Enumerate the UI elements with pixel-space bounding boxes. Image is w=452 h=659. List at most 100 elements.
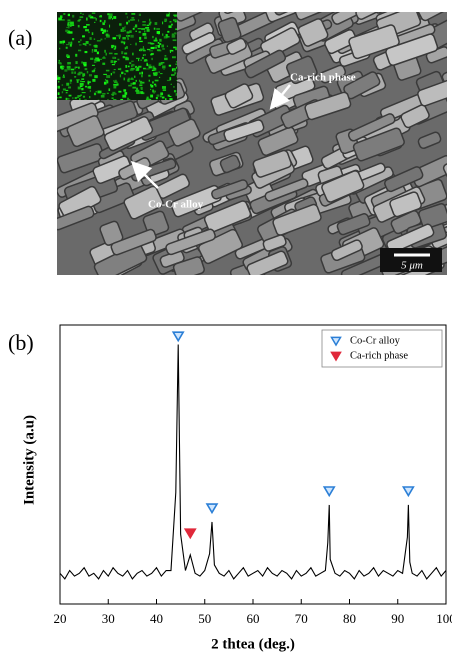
eds-dot	[153, 91, 156, 94]
eds-dot	[135, 90, 139, 92]
eds-dot	[152, 67, 156, 69]
eds-dot	[149, 50, 153, 52]
eds-dot	[91, 49, 94, 52]
eds-dot	[129, 99, 131, 100]
eds-dot	[152, 81, 154, 84]
eds-dot	[80, 94, 82, 96]
grain	[181, 32, 216, 55]
eds-dot	[140, 59, 142, 61]
eds-dot	[87, 86, 91, 89]
eds-dot	[114, 93, 117, 95]
eds-dot	[141, 74, 143, 78]
eds-dot	[63, 13, 66, 15]
eds-dot	[62, 88, 66, 91]
x-tick-label: 100	[436, 611, 452, 626]
eds-dot	[94, 75, 98, 79]
eds-dot	[131, 17, 135, 19]
eds-dot	[171, 33, 175, 35]
eds-dot	[172, 39, 177, 42]
eds-dot	[130, 19, 134, 21]
eds-dot	[103, 73, 107, 75]
eds-dot	[96, 40, 101, 42]
eds-dot	[125, 46, 128, 49]
eds-dot	[148, 79, 150, 82]
grain	[128, 0, 155, 12]
eds-dot	[135, 30, 137, 32]
eds-dot	[57, 92, 60, 95]
eds-dot	[76, 80, 79, 83]
eds-dot	[83, 26, 87, 29]
eds-dot	[109, 24, 111, 28]
eds-dot	[161, 44, 165, 48]
eds-dot	[160, 73, 163, 75]
eds-dot	[121, 51, 124, 55]
eds-dot	[139, 84, 143, 87]
eds-dot	[66, 26, 69, 29]
eds-dot	[94, 67, 96, 69]
eds-dot	[70, 68, 75, 71]
eds-dot	[67, 13, 71, 17]
grain	[330, 239, 363, 262]
eds-dot	[132, 82, 136, 85]
eds-dot	[59, 40, 63, 44]
grain	[352, 127, 405, 162]
eds-dot	[94, 58, 98, 61]
eds-dot	[67, 19, 71, 22]
eds-dot	[93, 61, 97, 64]
eds-dot	[93, 45, 95, 47]
annotation: Ca-rich phase	[290, 72, 356, 84]
eds-dot	[66, 65, 71, 69]
x-tick-label: 40	[150, 611, 163, 626]
eds-dot	[126, 21, 129, 25]
grain	[336, 213, 371, 236]
eds-dot	[106, 75, 111, 79]
eds-dot	[141, 71, 143, 75]
legend	[321, 329, 443, 368]
eds-dot	[78, 66, 80, 69]
eds-dot	[128, 84, 132, 87]
eds-dot	[150, 46, 155, 50]
eds-dot	[82, 43, 86, 45]
eds-dot	[105, 52, 107, 56]
eds-dot	[61, 91, 64, 94]
eds-dot	[86, 24, 90, 26]
eds-dot	[66, 54, 69, 57]
eds-dot	[132, 19, 135, 21]
eds-dot	[66, 98, 70, 100]
eds-dot	[106, 99, 109, 100]
eds-dot	[122, 27, 125, 29]
eds-dot	[146, 96, 149, 100]
eds-dot	[88, 43, 92, 46]
grain	[304, 91, 352, 121]
eds-dot	[169, 95, 172, 97]
eds-dot	[61, 67, 63, 70]
eds-dot	[74, 71, 76, 74]
eds-dot	[89, 37, 92, 40]
eds-dot	[77, 41, 81, 43]
grain	[165, 228, 216, 256]
eds-dot	[154, 22, 158, 25]
grain	[168, 118, 201, 147]
eds-dot	[169, 77, 172, 81]
eds-dot	[163, 68, 165, 70]
eds-dot	[110, 60, 114, 64]
eds-dot	[162, 21, 164, 25]
eds-dot	[75, 53, 78, 57]
eds-dot	[74, 96, 77, 100]
eds-dot	[139, 40, 143, 43]
eds-dot	[121, 71, 124, 75]
eds-dot	[68, 41, 72, 45]
eds-dot	[126, 16, 128, 19]
eds-dot	[122, 37, 126, 40]
eds-dot	[81, 61, 83, 64]
eds-dot	[169, 21, 172, 23]
grain	[264, 178, 309, 202]
eds-dot	[125, 56, 128, 59]
eds-dot	[174, 15, 177, 17]
eds-dot	[169, 98, 173, 100]
eds-dot	[132, 86, 137, 89]
eds-dot	[59, 96, 62, 99]
eds-dot	[135, 57, 140, 60]
eds-dot	[80, 39, 82, 42]
eds-dot	[144, 30, 146, 33]
